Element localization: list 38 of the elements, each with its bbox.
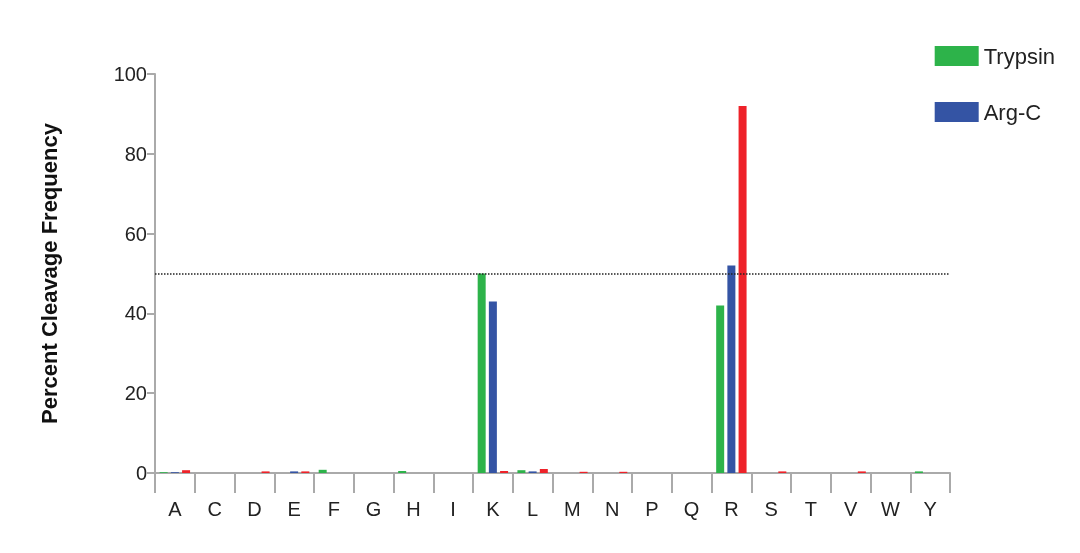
x-tick-label: P (645, 498, 659, 520)
x-tick-label: M (564, 498, 581, 520)
x-tick-label: I (450, 498, 456, 520)
x-tick-label: W (880, 498, 900, 520)
x-tick-label: E (287, 498, 301, 520)
bar (738, 105, 747, 473)
y-tick-label: 0 (135, 462, 147, 484)
x-tick-label: V (843, 498, 858, 520)
x-tick-label: A (168, 498, 183, 520)
bar (182, 470, 191, 473)
y-tick-label: 40 (124, 302, 147, 325)
y-tick-label: 60 (124, 222, 147, 245)
x-tick-label: C (207, 498, 222, 520)
x-tick-label: K (486, 498, 501, 520)
bar (517, 470, 526, 473)
y-axis-title: Percent Cleavage Frequency (36, 122, 62, 424)
bar (727, 265, 736, 473)
x-tick-label: S (764, 498, 778, 520)
y-tick-label: 20 (124, 382, 147, 405)
x-tick-label: R (724, 498, 739, 520)
x-tick-label: Y (923, 498, 937, 520)
legend-label: Trypsin (983, 43, 1056, 69)
x-tick-label: H (406, 498, 421, 520)
legend-label: Arg-C (983, 99, 1042, 125)
x-tick-label: F (327, 498, 340, 520)
x-tick-label: L (527, 498, 539, 520)
x-tick-label: N (604, 498, 620, 520)
y-tick-label: 100 (113, 63, 147, 85)
x-tick-label: Q (683, 498, 700, 520)
x-tick-label: G (365, 498, 382, 520)
x-tick-label: T (804, 498, 817, 520)
bar (716, 305, 725, 473)
x-tick-label: D (247, 498, 262, 520)
bar (488, 301, 497, 473)
y-tick-label: 80 (124, 142, 147, 165)
bar (318, 469, 327, 473)
bar (477, 273, 486, 473)
bar (539, 469, 548, 473)
